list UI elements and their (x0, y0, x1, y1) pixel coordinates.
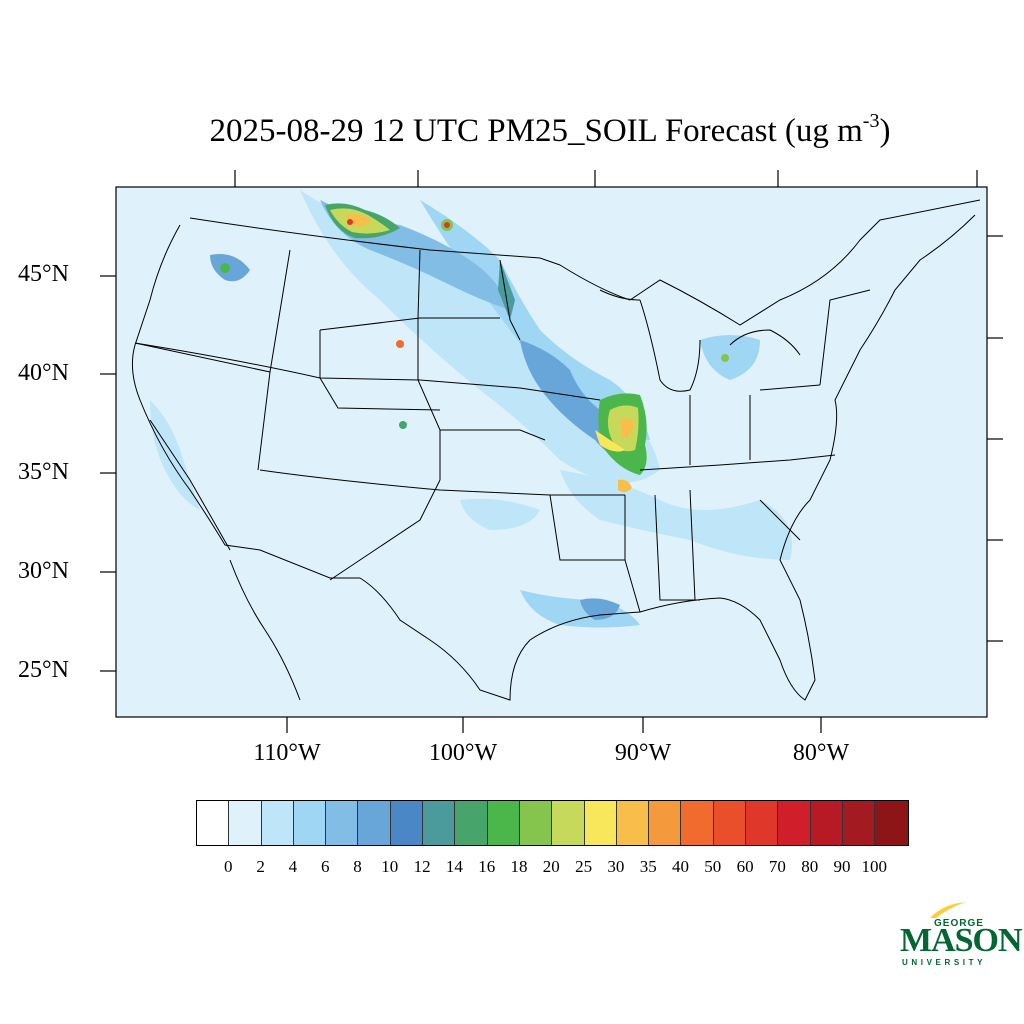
colorbar-swatch (261, 801, 294, 845)
colorbar-tick-label: 4 (288, 857, 298, 876)
colorbar-tick-label: 50 (704, 857, 722, 876)
colorbar-tick-label: 90 (833, 857, 851, 876)
colorbar-tick-label: 35 (639, 857, 657, 876)
colorbar-swatch (552, 801, 585, 845)
logo-george: GEORGE (934, 918, 984, 929)
colorbar (196, 800, 909, 846)
colorbar-swatch (584, 801, 617, 845)
lat-label-25n: 25°N (18, 657, 69, 683)
colorbar-swatch (649, 801, 682, 845)
map-frame (115, 186, 988, 718)
colorbar-tick-label: 100 (861, 857, 888, 876)
colorbar-swatch (197, 801, 230, 845)
pollution-field (150, 190, 792, 628)
swoosh-icon (930, 902, 966, 918)
colorbar-tick-label: 80 (801, 857, 819, 876)
gmu-logo: GEORGE MASON UNIVERSITY (898, 900, 1023, 970)
colorbar-swatch (423, 801, 456, 845)
lon-label-100w: 100°W (428, 740, 498, 766)
colorbar-swatch (519, 801, 553, 845)
colorbar-tick-label: 0 (224, 857, 233, 876)
lat-label-35n: 35°N (18, 459, 69, 485)
logo-university: UNIVERSITY (902, 958, 987, 967)
map-title: 2025-08-29 12 UTC PM25_SOIL Forecast (ug… (209, 110, 891, 149)
colorbar-swatch (616, 801, 650, 845)
colorbar-tick-label: 20 (542, 857, 560, 876)
colorbar-swatch (778, 801, 811, 845)
map-ticks (100, 170, 1003, 733)
colorbar-swatch (229, 801, 262, 845)
lon-label-80w: 80°W (792, 740, 850, 766)
lat-label-45n: 45°N (18, 261, 69, 287)
colorbar-swatch (842, 801, 876, 845)
colorbar-swatch (390, 801, 424, 845)
colorbar-swatch (455, 801, 488, 845)
colorbar-tick-label: 8 (353, 857, 362, 876)
lat-label-40n: 40°N (18, 360, 69, 386)
colorbar-tick-label: 12 (413, 857, 431, 876)
colorbar-swatch (746, 801, 779, 845)
boundary-lines (131, 199, 981, 701)
colorbar-swatch (358, 801, 391, 845)
colorbar-tick-label: 18 (510, 857, 528, 876)
colorbar-swatch (487, 801, 520, 845)
colorbar-swatch (810, 801, 843, 845)
colorbar-tick-label: 14 (445, 857, 463, 876)
colorbar-tick-label: 6 (320, 857, 330, 876)
colorbar-tick-label: 2 (256, 857, 265, 876)
logo-mason: MASON (900, 922, 1023, 959)
colorbar-swatch (293, 801, 327, 845)
colorbar-swatch (713, 801, 747, 845)
colorbar-swatch (875, 801, 908, 845)
colorbar-tick-label: 25 (575, 857, 593, 876)
colorbar-swatch (681, 801, 714, 845)
colorbar-tick-label: 60 (736, 857, 754, 876)
colorbar-tick-label: 30 (607, 857, 625, 876)
colorbar-tick-label: 40 (672, 857, 689, 876)
lat-label-30n: 30°N (18, 558, 69, 584)
colorbar-tick-label: 16 (478, 857, 496, 876)
colorbar-tick-label: 10 (381, 857, 399, 876)
colorbar-swatch (326, 801, 359, 845)
lon-label-110w: 110°W (253, 740, 321, 766)
colorbar-tick-label: 70 (768, 857, 786, 876)
lon-label-90w: 90°W (614, 740, 672, 766)
